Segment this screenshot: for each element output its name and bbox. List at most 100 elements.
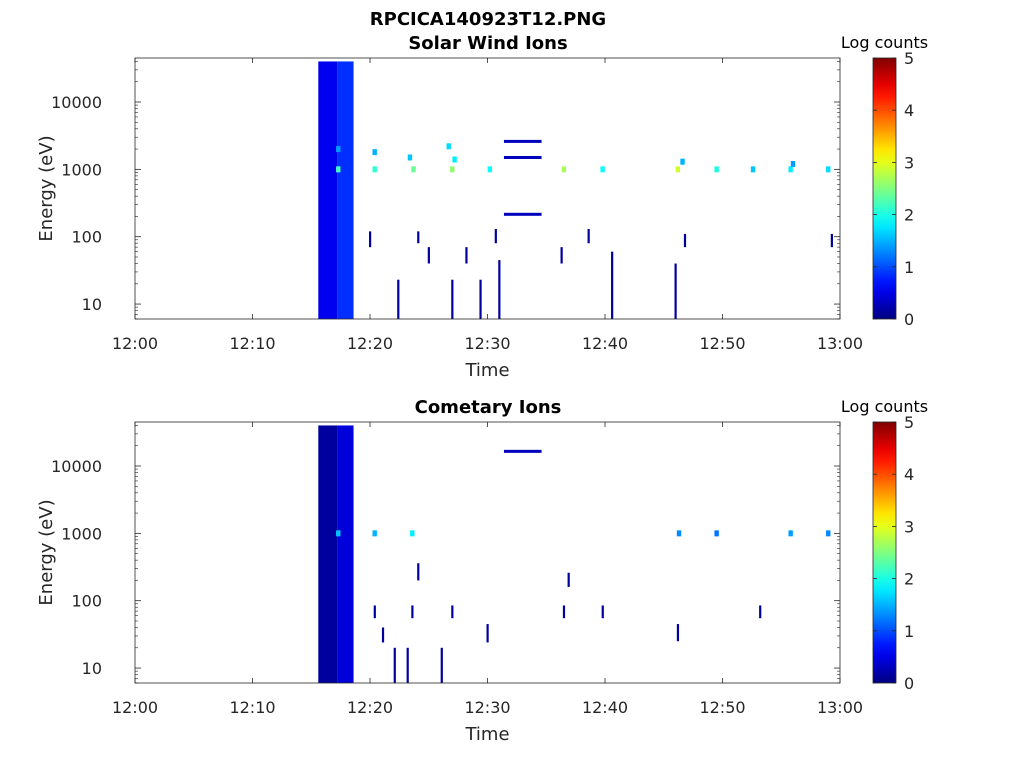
colorbar: Log counts 0 1 2 3 4 5	[841, 397, 928, 693]
heatmap-cell	[561, 166, 567, 173]
plot-area	[134, 421, 841, 684]
y-tick-label: 100	[71, 592, 102, 611]
heatmap-cell	[450, 166, 455, 173]
heatmap-streak	[560, 247, 563, 264]
colorbar-scale	[872, 57, 897, 320]
colorbar-tick-label: 2	[904, 570, 914, 589]
heatmap-band	[337, 425, 354, 683]
x-axis-label: Time	[464, 724, 509, 745]
colorbar-tick-label: 5	[904, 413, 914, 432]
heatmap-streak	[601, 605, 604, 619]
chart-title: Solar Wind Ions	[408, 33, 567, 54]
heatmap-cell	[411, 166, 416, 173]
heatmap-cell	[788, 166, 793, 173]
heatmap-streak	[417, 563, 420, 581]
heatmap-cell	[372, 530, 377, 537]
heatmap-streak	[440, 647, 443, 683]
panel-cometary-ions: Cometary Ions 12:00 12:10 12:20 12:30 12…	[36, 397, 928, 745]
x-tick-label: 12:20	[347, 698, 393, 717]
y-tick-label: 10	[82, 659, 102, 678]
y-tick-label: 100	[71, 228, 102, 247]
heatmap-cell	[372, 166, 377, 173]
heatmap-cell	[750, 166, 756, 173]
colorbar-scale	[872, 421, 897, 684]
heatmap-cell	[407, 154, 413, 161]
heatmap-cell	[336, 146, 341, 153]
colorbar-tick-label: 3	[904, 153, 914, 172]
heatmap-streak	[830, 233, 833, 248]
heatmap-streak	[465, 247, 468, 264]
x-tick-label: 12:00	[112, 698, 158, 717]
heatmap-cell	[487, 166, 493, 173]
colorbar-tick-label: 4	[904, 101, 914, 120]
heatmap-streak	[759, 605, 762, 619]
colorbar-tick-label: 3	[904, 517, 914, 536]
heatmap-cell	[714, 166, 719, 173]
y-tick-label: 10	[82, 295, 102, 314]
heatmap-cell	[826, 166, 831, 173]
heatmap-streak	[503, 139, 542, 143]
y-tick-label: 1000	[61, 524, 102, 543]
heatmap-streak	[503, 155, 542, 159]
x-axis-label: Time	[464, 360, 509, 381]
chart-title: Cometary Ions	[415, 397, 562, 418]
x-tick-label: 13:00	[817, 334, 863, 353]
heatmap-streak	[406, 647, 409, 683]
y-axis-label: Energy (eV)	[36, 499, 57, 605]
heatmap-streak	[503, 449, 542, 453]
heatmap-streak	[562, 605, 566, 619]
heatmap-cell	[676, 530, 682, 537]
plot-background	[135, 58, 840, 319]
heatmap-band	[318, 425, 338, 683]
heatmap-cell	[336, 166, 341, 173]
panel-solar-wind-ions: Solar Wind Ions 12:00 12:10 12:20 12:30 …	[36, 33, 928, 381]
heatmap-streak	[486, 624, 489, 643]
heatmap-cell	[410, 530, 415, 537]
plot-background	[135, 422, 840, 683]
colorbar-tick-label: 2	[904, 206, 914, 225]
heatmap-streak	[451, 279, 454, 319]
heatmap-streak	[427, 247, 430, 264]
colorbar-tick-label: 1	[904, 622, 914, 641]
x-tick-label: 12:40	[582, 334, 628, 353]
heatmap-cell	[788, 530, 793, 537]
heatmap-cell	[452, 156, 457, 163]
plot-area	[134, 57, 841, 320]
heatmap-cell	[790, 161, 796, 168]
heatmap-cell	[675, 166, 681, 173]
x-tick-label: 12:30	[464, 334, 510, 353]
heatmap-streak	[674, 263, 677, 319]
heatmap-streak	[683, 233, 687, 248]
heatmap-streak	[498, 260, 501, 319]
x-tick-label: 12:40	[582, 698, 628, 717]
x-tick-label: 12:10	[229, 334, 275, 353]
x-tick-label: 12:00	[112, 334, 158, 353]
heatmap-streak	[676, 624, 680, 642]
colorbar-tick-label: 1	[904, 258, 914, 277]
heatmap-streak	[397, 279, 400, 319]
y-axis-label: Energy (eV)	[36, 135, 57, 241]
x-tick-label: 13:00	[817, 698, 863, 717]
x-tick-label: 12:50	[699, 698, 745, 717]
heatmap-streak	[587, 229, 590, 244]
heatmap-streak	[369, 231, 372, 248]
heatmap-cell	[600, 166, 605, 173]
colorbar-tick-label: 5	[904, 49, 914, 68]
colorbar-tick-label: 0	[904, 310, 914, 329]
y-axis: 10 100 1000 10000	[51, 93, 102, 314]
heatmap-streak	[494, 229, 497, 244]
x-tick-label: 12:50	[699, 334, 745, 353]
heatmap-streak	[411, 605, 414, 619]
heatmap-cell	[336, 530, 341, 537]
figure-title: RPCICA140923T12.PNG	[370, 9, 606, 30]
heatmap-cell	[372, 149, 377, 156]
x-tick-label: 12:20	[347, 334, 393, 353]
heatmap-cell	[714, 530, 719, 537]
x-axis: 12:00 12:10 12:20 12:30 12:40 12:50 13:0…	[112, 334, 863, 353]
heatmap-cell	[680, 158, 685, 165]
y-axis: 10 100 1000 10000	[51, 457, 102, 678]
colorbar-tick-label: 4	[904, 465, 914, 484]
heatmap-streak	[373, 605, 376, 619]
colorbar-tick-label: 0	[904, 674, 914, 693]
